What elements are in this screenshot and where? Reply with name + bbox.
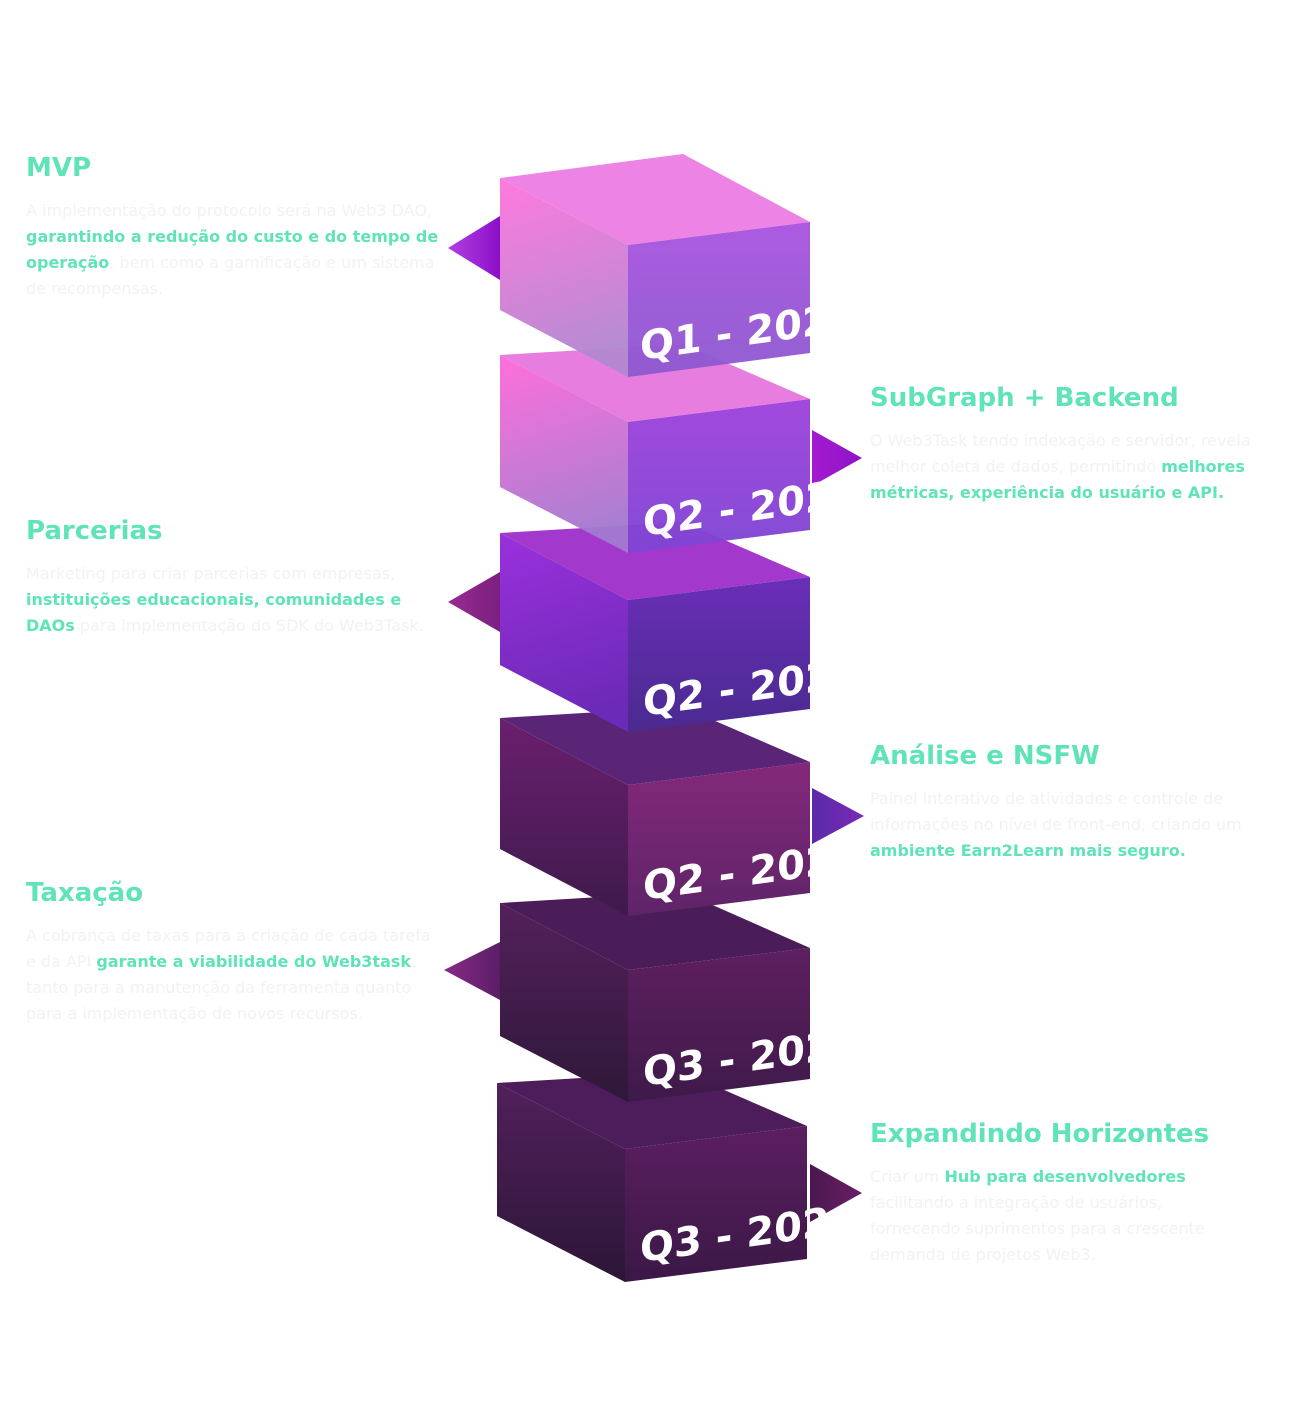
milestone-title: MVP bbox=[26, 153, 92, 183]
description-text: Marketing para criar parcerias com empre… bbox=[26, 564, 396, 583]
block-top-face bbox=[500, 522, 810, 600]
milestone-description: Painel interativo de atividades e contro… bbox=[870, 786, 1270, 864]
block-left-face bbox=[500, 355, 628, 553]
description-text: Painel interativo de atividades e contro… bbox=[870, 789, 1242, 834]
pointer-arrow-subgraph bbox=[812, 430, 862, 486]
block-right-face bbox=[628, 222, 810, 377]
milestone-description: A cobrança de taxas para a criação de ca… bbox=[26, 923, 436, 1027]
block-right-face bbox=[628, 577, 810, 732]
description-text: para implementação do SDK do Web3Task. bbox=[79, 616, 424, 635]
description-text: Criar um bbox=[870, 1167, 940, 1186]
pointer-arrow-parcerias bbox=[448, 572, 500, 632]
description-text: A cobrança de taxas para a criação de ca… bbox=[26, 926, 431, 971]
block-5: Q3 - 2024 bbox=[500, 892, 861, 1102]
milestone-expandindo-horizontes: Expandindo Horizontes Criar um Hub para … bbox=[870, 1118, 1250, 1268]
milestone-taxacao: Taxação A cobrança de taxas para a criaç… bbox=[26, 877, 436, 1027]
block-left-face bbox=[500, 178, 628, 377]
block-3: Q2 - 2024 bbox=[500, 522, 861, 732]
milestone-title: Taxação bbox=[26, 878, 144, 908]
description-highlight: instituições educacionais, comunidades e… bbox=[26, 590, 402, 635]
block-1: Q1 - 2024 bbox=[500, 154, 858, 377]
block-right-face bbox=[628, 948, 810, 1102]
milestone-title: Parcerias bbox=[26, 516, 163, 546]
description-highlight: melhores métricas, experiência do usuári… bbox=[870, 457, 1245, 502]
description-text: , tanto para a manutenção da ferramenta … bbox=[26, 952, 417, 1023]
description-text: , bem como a gamificação e um sistema de… bbox=[26, 253, 435, 298]
block-6: Q3 - 2024 bbox=[497, 1072, 858, 1282]
milestone-parcerias: Parcerias Marketing para criar parcerias… bbox=[26, 515, 446, 639]
description-highlight: ambiente Earn2Learn mais seguro. bbox=[870, 841, 1186, 860]
block-left-face bbox=[500, 718, 628, 916]
block-left-face bbox=[500, 903, 628, 1102]
description-highlight: garantindo a redução do custo e do tempo… bbox=[26, 227, 439, 272]
milestone-description: O Web3Task tendo indexação e servidor, r… bbox=[870, 428, 1285, 506]
block-right-face bbox=[628, 399, 810, 553]
block-right-face bbox=[628, 762, 810, 916]
block-4: Q2 - 2024 bbox=[500, 707, 861, 916]
description-text: A implementação do protocolo será na Web… bbox=[26, 201, 433, 220]
pointer-arrow-taxacao bbox=[444, 942, 500, 1000]
description-highlight: garante a viabilidade do Web3task bbox=[96, 952, 412, 971]
block-top-face bbox=[500, 707, 810, 785]
block-top-face bbox=[500, 154, 810, 245]
block-top-face bbox=[500, 892, 810, 970]
block-right-face bbox=[625, 1126, 807, 1282]
pointer-arrow-analise bbox=[812, 788, 864, 844]
milestone-title: SubGraph + Backend bbox=[870, 383, 1179, 413]
block-top-face bbox=[497, 1072, 807, 1149]
pointer-arrow-expandindo bbox=[810, 1164, 862, 1222]
description-highlight: Hub para desenvolvedores bbox=[944, 1167, 1186, 1186]
block-left-face bbox=[500, 533, 628, 732]
milestone-mvp: MVP A implementação do protocolo será na… bbox=[26, 152, 446, 302]
pointer-arrow-mvp bbox=[448, 216, 500, 280]
milestone-title: Análise e NSFW bbox=[870, 741, 1100, 771]
block-left-face bbox=[497, 1083, 625, 1282]
milestone-description: Criar um Hub para desenvolvedores facili… bbox=[870, 1164, 1250, 1268]
milestone-description: A implementação do protocolo será na Web… bbox=[26, 198, 446, 302]
milestone-subgraph-backend: SubGraph + Backend O Web3Task tendo inde… bbox=[870, 382, 1285, 506]
description-text: O Web3Task tendo indexação e servidor, r… bbox=[870, 431, 1251, 476]
block-top-face bbox=[500, 344, 810, 422]
milestone-description: Marketing para criar parcerias com empre… bbox=[26, 561, 446, 639]
description-text: facilitando a integração de usuários, fo… bbox=[870, 1193, 1205, 1264]
milestone-title: Expandindo Horizontes bbox=[870, 1119, 1210, 1149]
block-2: Q2 - 2024 bbox=[500, 344, 861, 553]
milestone-analise-nsfw: Análise e NSFW Painel interativo de ativ… bbox=[870, 740, 1270, 864]
